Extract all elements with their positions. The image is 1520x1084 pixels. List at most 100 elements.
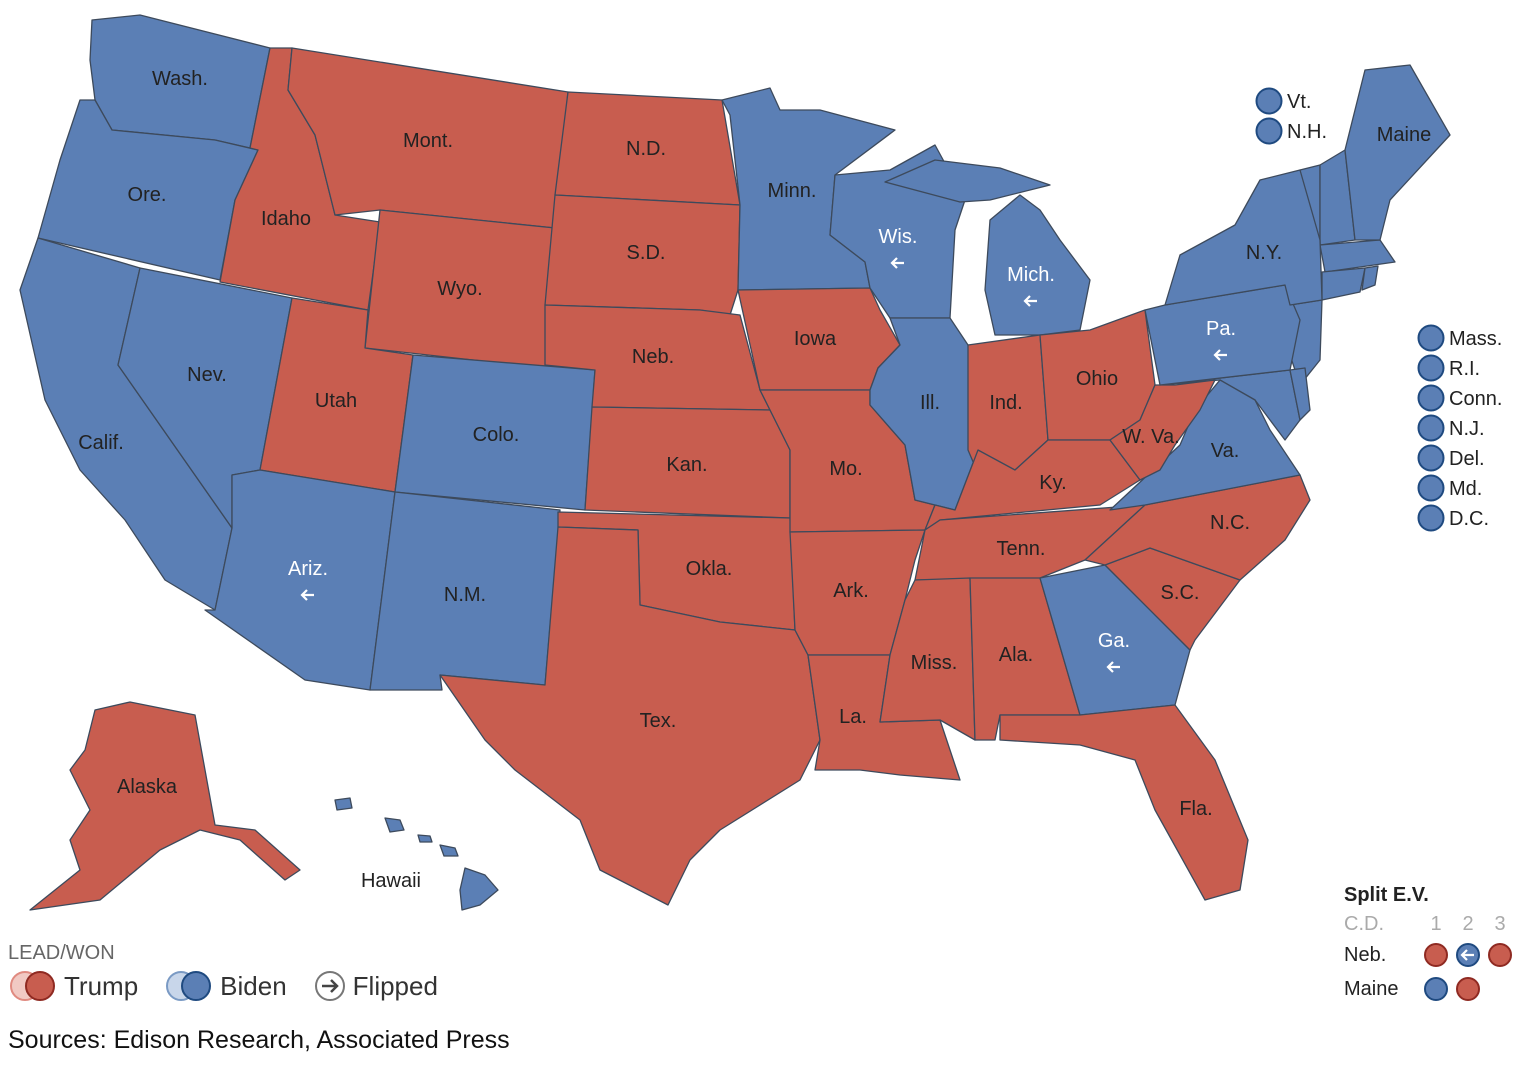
state-label-mi: Mich. bbox=[1007, 264, 1055, 286]
small-state-label-ct: Conn. bbox=[1449, 388, 1502, 410]
state-label-wi: Wis. bbox=[879, 226, 918, 248]
state-az[interactable] bbox=[204, 469, 396, 691]
state-hi[interactable] bbox=[459, 867, 499, 911]
small-state-label-de: Del. bbox=[1449, 448, 1485, 470]
state-va[interactable] bbox=[1109, 379, 1301, 511]
state-label-ut: Utah bbox=[315, 390, 357, 412]
state-ma[interactable] bbox=[1319, 239, 1396, 273]
cd-label: C.D. bbox=[1344, 913, 1384, 935]
split-dot-2 bbox=[1456, 977, 1480, 1001]
split-state-maine: Maine bbox=[1344, 977, 1399, 1000]
state-or[interactable] bbox=[37, 99, 259, 281]
state-hi[interactable] bbox=[384, 817, 405, 833]
state-nc[interactable] bbox=[1084, 474, 1311, 581]
split-dot-2 bbox=[1456, 943, 1480, 967]
state-hi[interactable] bbox=[439, 844, 459, 857]
state-label-ga: Ga. bbox=[1098, 630, 1130, 652]
state-label-ms: Miss. bbox=[911, 652, 958, 674]
state-label-tn: Tenn. bbox=[997, 538, 1046, 560]
sources: Sources: Edison Research, Associated Pre… bbox=[8, 1026, 510, 1054]
state-label-nv: Nev. bbox=[187, 364, 227, 386]
state-tx[interactable] bbox=[439, 526, 821, 906]
state-label-me: Maine bbox=[1377, 124, 1431, 146]
state-label-az: Ariz. bbox=[288, 558, 328, 580]
state-label-la: La. bbox=[839, 706, 867, 728]
state-label-id: Idaho bbox=[261, 208, 311, 230]
state-label-mt: Mont. bbox=[403, 130, 453, 152]
small-state-dot-nj[interactable] bbox=[1417, 414, 1445, 442]
state-de[interactable] bbox=[1289, 367, 1311, 421]
state-ri[interactable] bbox=[1361, 265, 1379, 291]
flipped-arrow-icon bbox=[1460, 949, 1474, 961]
state-label-al: Ala. bbox=[999, 644, 1033, 666]
state-label-ok: Okla. bbox=[686, 558, 733, 580]
state-label-ar: Ark. bbox=[833, 580, 869, 602]
state-label-wa: Wash. bbox=[152, 68, 208, 90]
state-label-ky: Ky. bbox=[1039, 472, 1066, 494]
state-hi[interactable] bbox=[334, 797, 353, 811]
biden-swatch-icon bbox=[166, 971, 212, 1001]
state-ct[interactable] bbox=[1321, 267, 1366, 301]
cd-1: 1 bbox=[1430, 913, 1442, 935]
state-hi[interactable] bbox=[417, 834, 433, 843]
small-state-label-vt: Vt. bbox=[1287, 91, 1311, 113]
small-state-dot-ct[interactable] bbox=[1417, 384, 1445, 412]
state-label-ks: Kan. bbox=[666, 454, 707, 476]
state-label-nd: N.D. bbox=[626, 138, 666, 160]
state-wv[interactable] bbox=[1109, 379, 1216, 481]
small-state-dot-dc[interactable] bbox=[1417, 504, 1445, 532]
state-fl[interactable] bbox=[999, 704, 1249, 901]
state-ga[interactable] bbox=[1039, 564, 1191, 716]
state-label-wy: Wyo. bbox=[437, 278, 482, 300]
state-label-wv: W. Va. bbox=[1122, 426, 1179, 448]
split-ev-title: Split E.V. bbox=[1344, 884, 1429, 906]
state-label-fl: Fla. bbox=[1179, 798, 1212, 820]
small-state-dot-md[interactable] bbox=[1417, 474, 1445, 502]
split-ev: Split E.V. C.D. 1 2 3 Neb. Maine bbox=[1344, 884, 1516, 1004]
us-election-map: Wash. Ore. Calif. Nev. Idaho Mont. Wyo. Utah Col… bbox=[19, 14, 1502, 911]
state-label-ak: Alaska bbox=[117, 776, 178, 798]
small-state-label-dc: D.C. bbox=[1449, 508, 1489, 530]
state-label-ny: N.Y. bbox=[1246, 242, 1282, 264]
small-state-label-ma: Mass. bbox=[1449, 328, 1502, 350]
state-label-mo: Mo. bbox=[829, 458, 862, 480]
state-ak[interactable] bbox=[29, 701, 301, 911]
small-state-dot-nh[interactable] bbox=[1255, 117, 1283, 145]
state-ky[interactable] bbox=[924, 439, 1141, 531]
small-state-dot-vt[interactable] bbox=[1255, 87, 1283, 115]
state-label-pa: Pa. bbox=[1206, 318, 1236, 340]
legend-title: LEAD/WON bbox=[8, 942, 115, 964]
state-label-hi: Hawaii bbox=[361, 870, 421, 892]
small-state-label-md: Md. bbox=[1449, 478, 1482, 500]
legend-flipped: Flipped bbox=[352, 970, 438, 1001]
flipped-arrow-icon bbox=[1023, 295, 1037, 307]
state-label-ne: Neb. bbox=[632, 346, 674, 368]
state-label-il: Ill. bbox=[920, 392, 940, 414]
small-state-label-nj: N.J. bbox=[1449, 418, 1485, 440]
state-label-sc: S.C. bbox=[1161, 582, 1200, 604]
state-label-sd: S.D. bbox=[627, 242, 666, 264]
state-ny[interactable] bbox=[1164, 169, 1323, 306]
state-label-va: Va. bbox=[1211, 440, 1240, 462]
flipped-arrow-icon bbox=[1213, 349, 1227, 361]
split-state-neb: Neb. bbox=[1344, 943, 1387, 966]
split-dot-1 bbox=[1424, 977, 1448, 1001]
state-label-or: Ore. bbox=[128, 184, 167, 206]
small-state-dot-ri[interactable] bbox=[1417, 354, 1445, 382]
legend-biden: Biden bbox=[220, 970, 287, 1001]
state-label-mn: Minn. bbox=[768, 180, 817, 202]
state-me[interactable] bbox=[1344, 64, 1451, 241]
flipped-arrow-icon bbox=[1106, 661, 1120, 673]
legend-trump: Trump bbox=[64, 970, 139, 1001]
state-label-co: Colo. bbox=[473, 424, 520, 446]
state-mi[interactable] bbox=[984, 194, 1091, 336]
small-state-label-ri: R.I. bbox=[1449, 358, 1480, 380]
split-dot-3 bbox=[1488, 943, 1512, 967]
small-state-dot-de[interactable] bbox=[1417, 444, 1445, 472]
state-label-nc: N.C. bbox=[1210, 512, 1250, 534]
state-mi[interactable] bbox=[884, 159, 1051, 203]
small-state-label-nh: N.H. bbox=[1287, 121, 1327, 143]
small-state-dot-ma[interactable] bbox=[1417, 324, 1445, 352]
cd-3: 3 bbox=[1494, 913, 1506, 935]
state-label-tx: Tex. bbox=[640, 710, 677, 732]
